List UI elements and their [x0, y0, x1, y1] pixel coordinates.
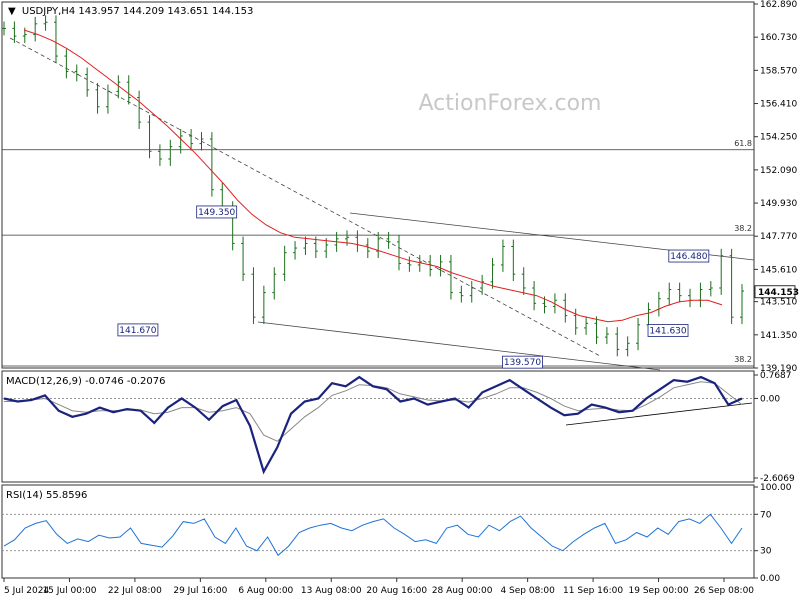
price-callout-box	[196, 205, 238, 219]
x-tick-label: 5 Jul 2024	[4, 586, 49, 596]
macd-y-tick-label: -2.6069	[760, 474, 795, 484]
x-tick-label: 26 Sep 08:00	[694, 586, 754, 596]
price-callout-label: 141.630	[649, 327, 686, 337]
x-tick-label: 6 Aug 00:00	[238, 586, 293, 596]
price-y-tick-label: 154.250	[760, 133, 797, 143]
x-tick-label: 19 Sep 00:00	[629, 586, 689, 596]
dropdown-arrow-icon[interactable]: ▼	[8, 6, 16, 17]
price-callout-box	[668, 249, 710, 263]
price-callout-label: 141.670	[119, 326, 156, 336]
lower-channel-line	[257, 321, 661, 371]
axis-layer: 162.890 160.730 158.570 156.410 154.250 152.0…	[3, 0, 799, 596]
price-y-tick-label: 149.930	[760, 199, 797, 209]
fib-level-label: 38.2	[734, 224, 752, 233]
price-layer: 61.8 38.2 38.2 149.350 141.670 139.570 146.480…	[2, 15, 754, 369]
price-y-tick-label: 143.510	[760, 298, 797, 308]
price-y-tick-label: 145.610	[760, 265, 797, 275]
symbol-title: ▼ USDJPY,H4 143.957 144.209 143.651 144.…	[8, 6, 253, 17]
price-y-tick-label: 152.090	[760, 166, 797, 176]
price-y-tick-label: 160.730	[760, 33, 797, 43]
rsi-y-tick-label: 70	[760, 510, 772, 520]
price-callout-box	[647, 324, 689, 337]
macd-y-tick-label: 0.7687	[760, 371, 792, 381]
macd-line	[3, 375, 743, 475]
macd-title: MACD(12,26,9) -0.0746 -0.2076	[6, 376, 166, 387]
fib-level-label: 38.2	[734, 355, 752, 364]
fib-level-label: 61.8	[734, 139, 752, 148]
price-y-tick-label: 147.770	[760, 232, 797, 242]
x-tick-label: 28 Aug 00:00	[432, 586, 493, 596]
rsi-title: RSI(14) 55.8596	[6, 490, 87, 501]
price-callout-label: 146.480	[670, 252, 707, 262]
x-tick-label: 11 Sep 16:00	[563, 586, 623, 596]
last-price-box	[754, 285, 796, 299]
x-tick-label: 4 Sep 08:00	[500, 586, 555, 596]
price-y-tick-label: 141.350	[760, 331, 797, 341]
price-y-tick-label: 158.570	[760, 66, 797, 76]
price-callout-label: 139.570	[504, 358, 541, 368]
rsi-layer	[2, 513, 754, 557]
x-tick-label: 29 Jul 16:00	[173, 586, 227, 596]
symbol-ohlc: USDJPY,H4 143.957 144.209 143.651 144.15…	[22, 6, 253, 17]
rsi-panel-frame	[1, 484, 755, 579]
price-y-tick-label: 156.410	[760, 100, 797, 110]
price-callout-label: 149.350	[198, 208, 235, 218]
x-tick-label: 13 Aug 08:00	[301, 586, 362, 596]
moving-average-line	[23, 29, 723, 323]
price-callout-box	[502, 355, 543, 369]
macd-panel-frame	[1, 370, 755, 483]
price-panel-frame	[1, 1, 755, 369]
rsi-y-tick-label: 0.00	[760, 574, 780, 584]
last-price-label: 144.153	[758, 288, 799, 298]
rsi-y-tick-label: 100.00	[760, 483, 792, 493]
macd-support-line	[565, 402, 753, 426]
watermark: ActionForex.com	[419, 91, 602, 116]
macd-layer	[2, 375, 754, 475]
rsi-line	[3, 513, 743, 557]
price-y-tick-label: 139.190	[760, 364, 797, 374]
x-tick-label: 15 Jul 00:00	[42, 586, 96, 596]
price-y-tick-label: 162.890	[760, 0, 797, 10]
x-tick-label: 22 Jul 08:00	[108, 586, 162, 596]
rsi-y-tick-label: 30	[760, 547, 772, 557]
x-tick-label: 20 Aug 16:00	[366, 586, 427, 596]
macd-y-tick-label: 0.00	[760, 394, 780, 404]
price-callout-box	[117, 323, 159, 337]
